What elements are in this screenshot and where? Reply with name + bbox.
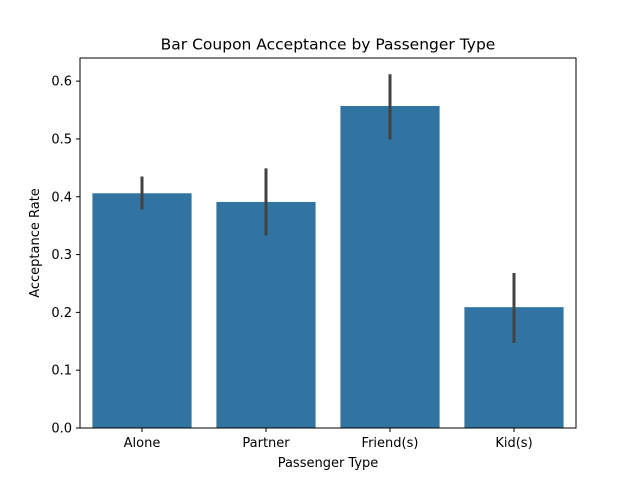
y-tick-label: 0.0	[51, 422, 72, 437]
y-tick-label: 0.2	[51, 306, 72, 321]
y-tick-label: 0.5	[51, 132, 72, 147]
bars-layer	[92, 105, 564, 428]
y-tick-label: 0.3	[51, 248, 72, 263]
bar-friend-s	[340, 105, 440, 428]
x-axis: Alone Partner Friend(s) Kid(s)	[124, 428, 533, 451]
x-tick-label: Partner	[242, 436, 290, 451]
plot-frame	[79, 57, 577, 429]
y-tick-label: 0.4	[51, 190, 72, 205]
y-tick-label: 0.1	[51, 364, 72, 379]
x-tick-label: Alone	[124, 436, 161, 451]
y-tick-label: 0.6	[51, 75, 72, 90]
bar-partner	[216, 201, 316, 428]
x-tick-label: Friend(s)	[362, 436, 419, 451]
bar-alone	[92, 193, 192, 428]
error-bars-layer	[140, 74, 516, 344]
x-tick-label: Kid(s)	[495, 436, 532, 451]
y-axis: 0.0 0.1 0.2 0.3 0.4 0.5 0.6	[51, 75, 80, 437]
y-axis-title: Acceptance Rate	[28, 188, 43, 298]
x-axis-title: Passenger Type	[278, 456, 379, 471]
chart-title: Bar Coupon Acceptance by Passenger Type	[161, 36, 496, 54]
